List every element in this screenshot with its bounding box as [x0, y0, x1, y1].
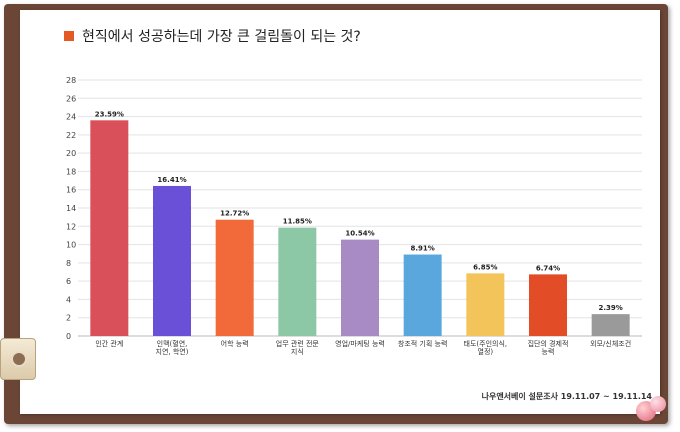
y-tick-label: 26 — [66, 94, 76, 103]
bar — [278, 227, 317, 336]
y-tick-label: 8 — [66, 259, 71, 268]
y-tick-label: 0 — [66, 332, 71, 341]
data-label: 8.91% — [411, 245, 435, 253]
chart-title-group: 현직에서 성공하는데 가장 큰 걸림돌이 되는 것? — [64, 26, 361, 46]
y-tick-label: 2 — [66, 314, 71, 323]
x-tick-label: 외모/신체조건 — [590, 339, 631, 348]
data-label: 6.85% — [473, 263, 497, 271]
decorative-ball — [650, 396, 666, 412]
y-tick-label: 22 — [66, 131, 76, 140]
data-label: 16.41% — [157, 176, 186, 184]
y-tick-label: 20 — [66, 149, 76, 158]
bar — [466, 273, 505, 336]
x-tick-label: 인맥(혈연, 지연, 학연) — [156, 339, 189, 356]
x-tick-label: 창조적 기획 능력 — [398, 339, 448, 348]
x-tick-label: 태도(주인의식, 열정) — [464, 339, 508, 356]
data-label: 11.85% — [283, 218, 312, 226]
bar — [90, 120, 129, 336]
data-label: 10.54% — [345, 230, 374, 238]
y-tick-label: 28 — [66, 76, 76, 85]
y-tick-label: 10 — [66, 241, 76, 250]
x-tick-label: 어학 능력 — [221, 339, 249, 348]
x-tick-label: 인간 관계 — [95, 339, 123, 348]
title-square-icon — [64, 31, 74, 41]
bar — [403, 254, 442, 336]
y-tick-label: 6 — [66, 277, 71, 286]
chart-title: 현직에서 성공하는데 가장 큰 걸림돌이 되는 것? — [82, 29, 361, 45]
bar — [215, 219, 254, 336]
bar — [529, 274, 567, 336]
bar — [153, 185, 191, 336]
bar — [341, 239, 379, 336]
y-tick-label: 18 — [66, 167, 76, 176]
x-tick-label: 업무 관련 전문 지식 — [276, 339, 320, 356]
y-tick-label: 14 — [66, 204, 76, 213]
source-note: 나우앤서베이 설문조사 19.11.07 ~ 19.11.14 — [481, 392, 652, 401]
bar — [591, 314, 630, 336]
data-label: 2.39% — [599, 304, 623, 312]
data-label: 12.72% — [220, 210, 249, 218]
y-tick-label: 16 — [66, 186, 76, 195]
y-tick-label: 24 — [66, 113, 76, 122]
y-tick-label: 4 — [66, 295, 71, 304]
x-tick-label: 집단의 경제적 능력 — [528, 339, 569, 356]
data-label: 23.59% — [95, 110, 124, 118]
y-tick-label: 12 — [66, 222, 76, 231]
clipboard-clip — [0, 338, 36, 380]
x-tick-label: 영업/마케팅 능력 — [335, 339, 385, 348]
data-label: 6.74% — [536, 264, 560, 272]
